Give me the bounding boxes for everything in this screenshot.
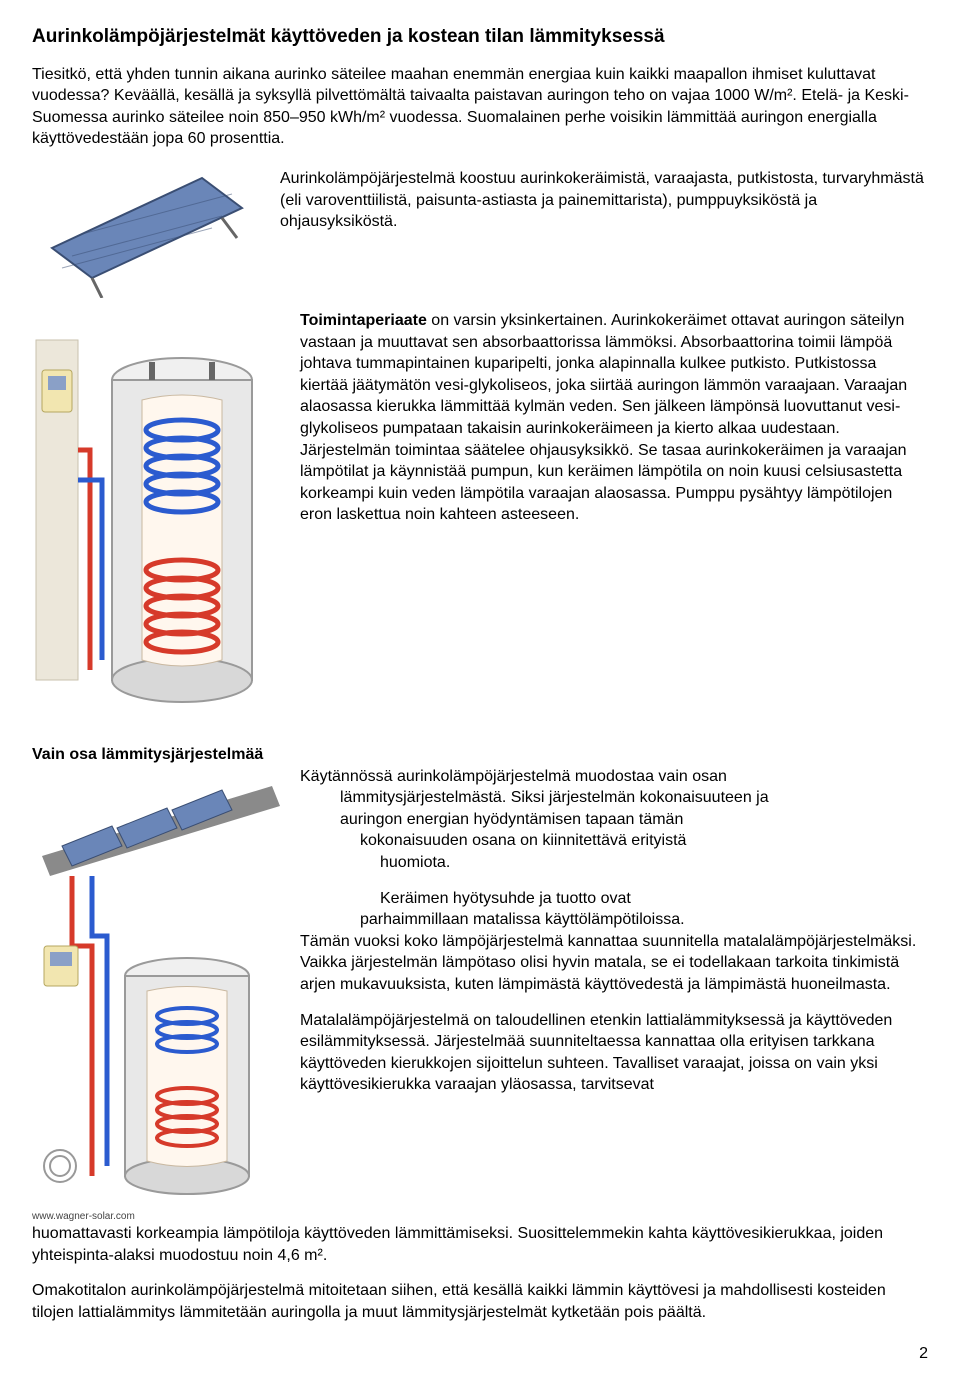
efficiency-paragraph: Keräimen hyötysuhde ja tuotto ovat parha… [300, 888, 928, 996]
principle-paragraph: Toimintaperiaate on varsin yksinkertaine… [300, 310, 928, 526]
intro-paragraph: Tiesitkö, että yhden tunnin aikana aurin… [32, 64, 928, 150]
principle-label: Toimintaperiaate [300, 312, 427, 329]
components-paragraph: Aurinkolämpöjärjestelmä koostuu aurinkok… [280, 168, 928, 233]
diagram-solar-panel [32, 168, 262, 298]
principle-text: on varsin yksinkertainen. Aurinkokeräime… [300, 312, 907, 523]
section-principle: Toimintaperiaate on varsin yksinkertaine… [32, 310, 928, 730]
diagram-house-system: www.wagner-solar.com [32, 766, 282, 1224]
lowtemp-paragraph-wrapped: Matalalämpöjärjestelmä on taloudellinen … [300, 1010, 928, 1096]
page-number: 2 [32, 1343, 928, 1365]
image-credit: www.wagner-solar.com [32, 1210, 282, 1224]
page-title: Aurinkolämpöjärjestelmät käyttöveden ja … [32, 24, 928, 50]
section-components: Aurinkolämpöjärjestelmä koostuu aurinkok… [32, 168, 928, 298]
subsection-title: Vain osa lämmitysjärjestelmää [32, 744, 928, 766]
part-of-system-paragraph: Käytännössä aurinkolämpöjärjestelmä muod… [300, 766, 928, 874]
sizing-paragraph: Omakotitalon aurinkolämpöjärjestelmä mit… [32, 1280, 928, 1323]
lowtemp-paragraph-cont: huomattavasti korkeampia lämpötiloja käy… [32, 1223, 928, 1266]
section-part-of-system: www.wagner-solar.com Käytännössä aurinko… [32, 766, 928, 1224]
diagram-storage-tank [32, 310, 282, 730]
